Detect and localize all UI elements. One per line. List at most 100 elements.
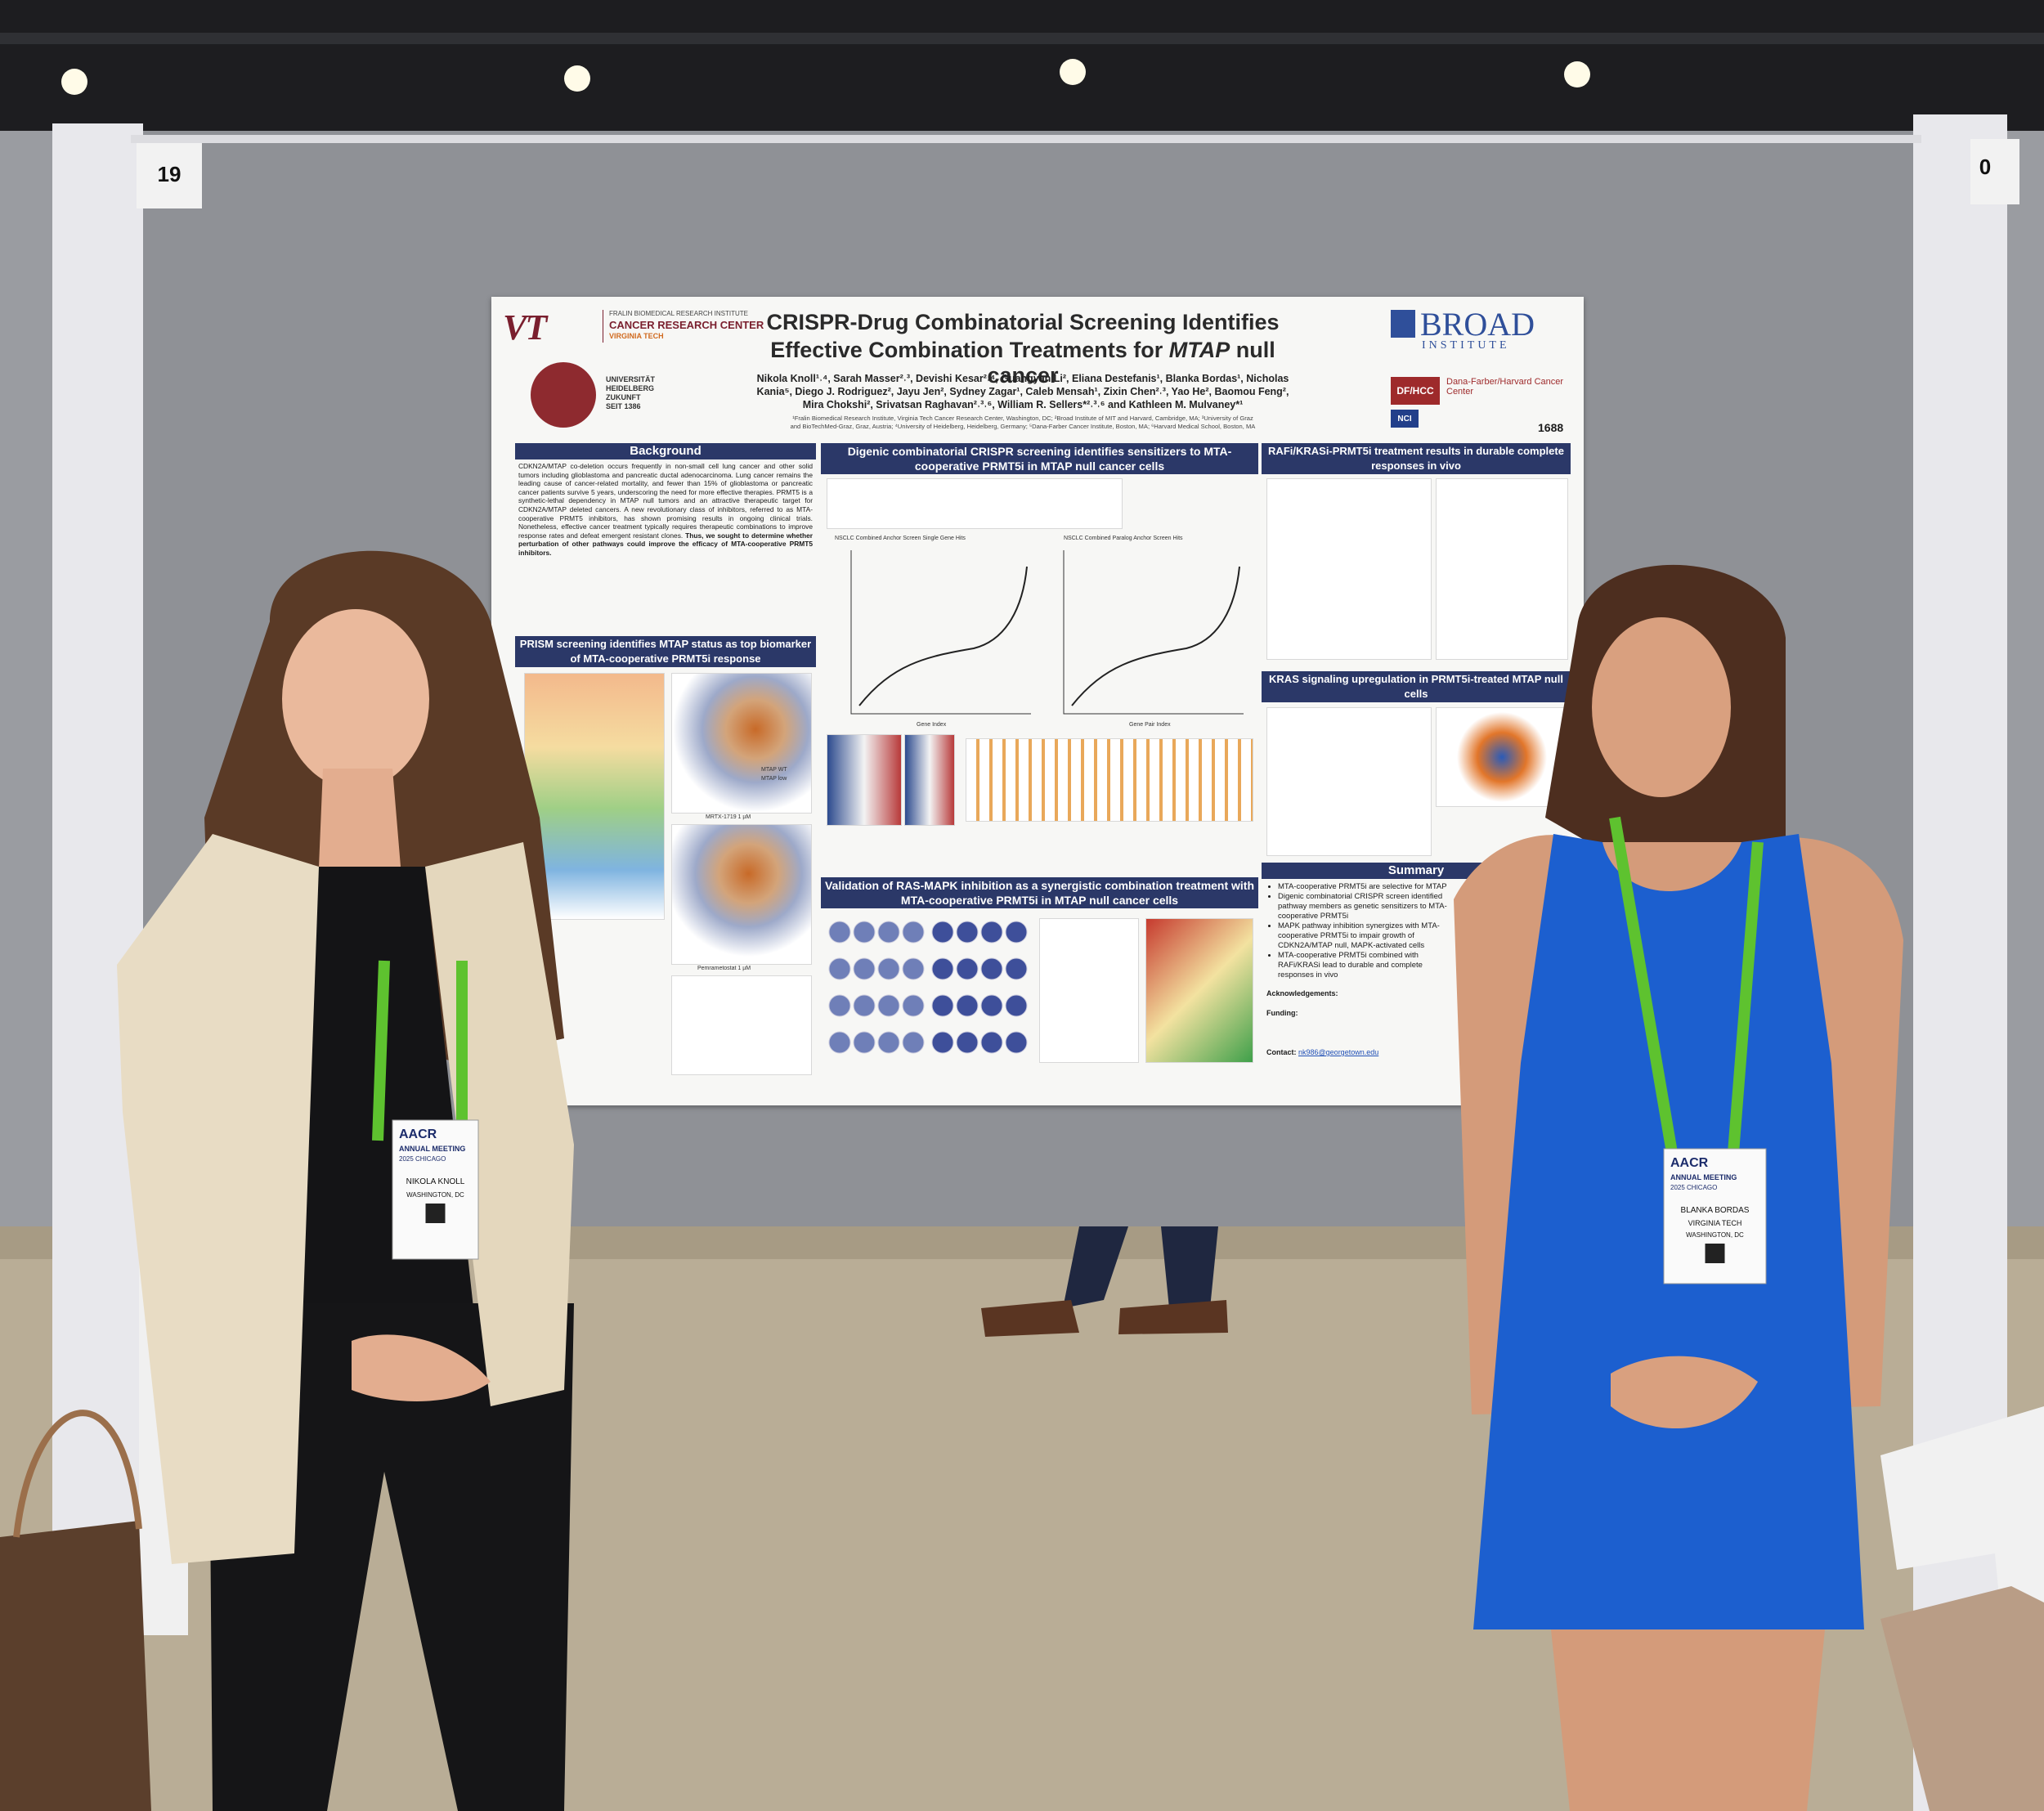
broad-logo: INSTITUTE <box>1422 339 1510 352</box>
summary-list: MTA-cooperative PRMT5i are selective for… <box>1266 882 1458 980</box>
legend-label: MTAP WT <box>761 767 787 773</box>
petri-dish <box>902 994 925 1017</box>
petri-dish <box>853 957 876 980</box>
petri-dish <box>828 1031 851 1054</box>
label: Funding: <box>1266 1009 1298 1017</box>
figure-synergy <box>1145 918 1253 1063</box>
petri-dish <box>877 994 900 1017</box>
petri-dish <box>902 957 925 980</box>
lanyard <box>372 960 468 1141</box>
heidelberg-text: UNIVERSITÄT HEIDELBERG ZUKUNFT SEIT 1386 <box>606 375 655 411</box>
author-line: Kania⁵, Diego J. Rodriguez², Jayu Jen², … <box>756 386 1289 397</box>
affiliation-line: and BioTechMed-Graz, Graz, Austria; ⁴Uni… <box>790 423 1256 430</box>
petri-dish <box>828 994 851 1017</box>
petri-dish <box>877 1031 900 1054</box>
poster-title: CRISPR-Drug Combinatorial Screening Iden… <box>766 310 1280 334</box>
badge-event: AACR <box>399 1127 437 1141</box>
petri-dish <box>931 1031 954 1054</box>
section-header: Validation of RAS-MAPK inhibition as a s… <box>821 877 1258 908</box>
petri-dish <box>828 921 851 944</box>
petri-dish <box>877 921 900 944</box>
figure-schematic <box>827 478 1123 529</box>
axis <box>1063 550 1244 715</box>
fralin-text: CANCER RESEARCH CENTER <box>609 319 764 331</box>
petri-dish <box>902 1031 925 1054</box>
board-number: 0 <box>1979 155 1991 179</box>
face <box>282 609 429 789</box>
section-header: Digenic combinatorial CRISPR screening i… <box>821 443 1258 474</box>
title-text: MTAP <box>1168 338 1230 362</box>
figure-heatmap <box>827 734 902 826</box>
heidelberg-line: UNIVERSITÄT <box>606 375 656 383</box>
axis-label: Pemrametostat 1 µM <box>697 966 751 971</box>
broad-logo-mark <box>1391 310 1415 338</box>
petri-dish <box>853 994 876 1017</box>
handbag-strap <box>13 1410 142 1538</box>
ceiling-light <box>1564 61 1590 87</box>
acknowledgements: Acknowledgements: Funding: Contact: nk98… <box>1266 988 1446 1057</box>
section-header: Background <box>515 443 816 459</box>
badge-location: WASHINGTON, DC <box>1686 1231 1744 1239</box>
qr-code <box>1705 1244 1725 1263</box>
poster: VT FRALIN BIOMEDICAL RESEARCH INSTITUTE … <box>491 297 1584 1105</box>
figure-growth <box>1266 478 1432 660</box>
background-text: CDKN2A/MTAP co-deletion occurs frequentl… <box>518 462 813 558</box>
poster-title: Effective Combination Treatments for MTA… <box>737 338 1309 388</box>
petri-dish <box>853 1031 876 1054</box>
face <box>1592 617 1731 797</box>
bag <box>1880 1586 2044 1811</box>
neck <box>319 769 401 867</box>
shoe <box>981 1300 1079 1337</box>
curve <box>858 566 1028 706</box>
authors: Nikola Knoll¹˒⁴, Sarah Masser²˒³, Devish… <box>704 372 1342 411</box>
neighbor-board <box>0 131 52 1230</box>
petri-dish <box>956 957 979 980</box>
heidelberg-line: SEIT 1386 <box>606 402 641 410</box>
figure-scatter <box>671 824 812 965</box>
petri-dish <box>931 957 954 980</box>
poster-number: 1688 <box>1538 421 1564 434</box>
folding-chair <box>1880 1406 2044 1811</box>
badge-name: NIKOLA KNOLL <box>406 1177 465 1186</box>
figure-dotplot <box>1266 707 1432 856</box>
axis-label: Gene Index <box>917 722 947 728</box>
paragraph: CDKN2A/MTAP co-deletion occurs frequentl… <box>518 462 813 540</box>
affiliations: ¹Fralin Biomedical Research Institute, V… <box>671 415 1374 431</box>
petri-dish <box>956 1031 979 1054</box>
fralin-text: VIRGINIA TECH <box>609 332 664 340</box>
hands <box>352 1334 491 1401</box>
neighbor-board <box>2007 131 2044 1230</box>
badge-meeting: ANNUAL MEETING <box>399 1145 465 1153</box>
petri-dish <box>1005 957 1028 980</box>
broad-logo: BROAD <box>1420 306 1535 343</box>
petri-dish <box>956 921 979 944</box>
curve <box>1071 566 1240 706</box>
axis <box>850 550 1031 715</box>
badge-name: BLANKA BORDAS <box>1681 1206 1750 1215</box>
plot-title: NSCLC Combined Paralog Anchor Screen Hit… <box>1064 536 1183 541</box>
heidelberg-line: HEIDELBERG <box>606 384 655 392</box>
label: Contact: <box>1266 1048 1297 1056</box>
pants <box>208 1303 574 1811</box>
nci-logo: NCI <box>1391 410 1419 428</box>
badge-organization: VIRGINIA TECH <box>1688 1219 1742 1227</box>
badge-meeting: ANNUAL MEETING <box>1670 1173 1737 1181</box>
petri-dish <box>980 957 1003 980</box>
petri-dish <box>980 921 1003 944</box>
board-number-plate <box>1970 139 2019 204</box>
petri-dish <box>1005 1031 1028 1054</box>
colony-assays <box>828 921 1028 1054</box>
petri-dish <box>931 994 954 1017</box>
passerby-leg <box>1161 1226 1218 1308</box>
badge-edition: 2025 CHICAGO <box>399 1155 446 1163</box>
figure-bars <box>1039 918 1139 1063</box>
axis-label: MRTX-1719 1 µM <box>706 814 751 820</box>
petri-dish <box>877 957 900 980</box>
board-number: 19 <box>158 162 182 186</box>
ceiling-light <box>1060 59 1086 85</box>
petri-dish <box>1005 921 1028 944</box>
heidelberg-seal <box>531 362 596 428</box>
section-header: PRISM screening identifies MTAP status a… <box>515 636 816 667</box>
